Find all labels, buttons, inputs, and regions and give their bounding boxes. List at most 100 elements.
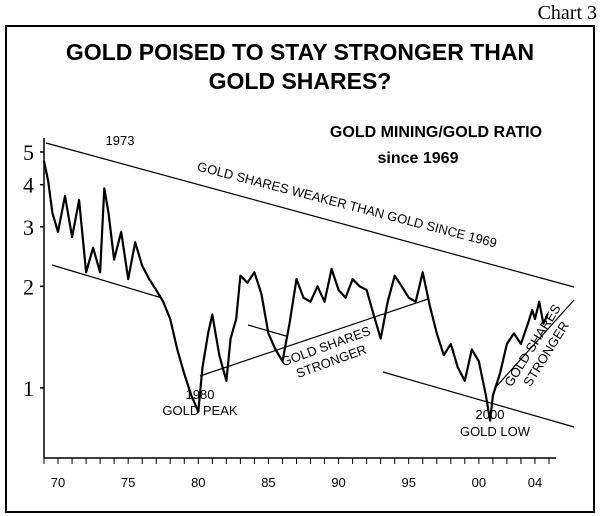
chart-subtitle-line-2: since 1969 (378, 150, 459, 167)
data-point (485, 394, 487, 397)
data-point (323, 300, 326, 303)
data-point (365, 289, 368, 291)
chart-title-line-2: GOLD SHARES? (209, 68, 392, 94)
data-point (400, 285, 403, 288)
data-point (162, 300, 165, 303)
data-point (281, 360, 284, 363)
trend-line-lower-left (51, 264, 163, 299)
annotation-1973: 1973 (106, 133, 135, 148)
y-tick-label: 1 (23, 376, 34, 401)
series-line (42, 160, 549, 422)
data-point (148, 278, 151, 280)
annotation-1980-label: GOLD PEAK (162, 403, 237, 418)
x-tick-label: 80 (191, 475, 205, 490)
chart-label: Chart 3 (538, 2, 597, 24)
data-point (538, 300, 541, 303)
annotation-2000-year: 2000 (476, 407, 505, 422)
x-tick-label: 00 (472, 475, 486, 490)
data-point (477, 360, 480, 363)
data-point (386, 300, 389, 303)
data-point (489, 419, 491, 422)
data-point (51, 212, 54, 214)
chart-title-line-1: GOLD POISED TO STAY STRONGER THAN (66, 39, 534, 65)
data-point (127, 278, 130, 280)
chart-subtitle-line-1: GOLD MINING/GOLD RATIO (330, 124, 542, 141)
trend-line-stronger-2 (494, 299, 575, 389)
data-point (197, 410, 200, 413)
x-tick-label: 75 (121, 475, 135, 490)
data-point (253, 271, 256, 274)
trend-lines (45, 142, 575, 428)
y-tick-label: 4 (23, 173, 34, 198)
y-tick-label: 3 (23, 215, 34, 240)
data-point (337, 289, 340, 291)
data-point (57, 230, 59, 233)
data-point (499, 373, 501, 375)
trend-line-stronger-1 (199, 298, 429, 377)
data-point (267, 332, 270, 335)
data-point (407, 296, 410, 299)
x-tick-label: 85 (261, 475, 275, 490)
annotation-2000-label: GOLD LOW (460, 424, 531, 439)
data-point (225, 379, 228, 382)
data-point (85, 271, 87, 274)
data-point (542, 322, 545, 325)
data-point (107, 212, 110, 214)
chart-frame (5, 25, 595, 513)
data-point (43, 160, 45, 162)
data-point (99, 271, 101, 274)
data-point (546, 313, 549, 316)
data-point (463, 379, 466, 382)
trend-line-lower-right (382, 371, 575, 428)
data-point (235, 318, 238, 320)
data-point (449, 343, 452, 345)
data-point (513, 332, 515, 335)
series-layer (42, 160, 549, 422)
data-point (421, 271, 424, 274)
data-point (183, 373, 186, 375)
data-point (358, 285, 361, 288)
trend-line-weaker-upper (45, 142, 575, 288)
data-point (229, 337, 232, 340)
data-point (470, 348, 473, 351)
data-point (302, 296, 305, 299)
data-point (295, 278, 298, 280)
data-point (442, 354, 445, 357)
data-point (71, 236, 73, 238)
data-point (218, 354, 221, 357)
data-point (103, 187, 106, 190)
data-point (113, 258, 115, 261)
x-tick-label: 95 (401, 475, 415, 490)
x-tick-label: 70 (51, 475, 65, 490)
x-tick-label: 04 (528, 475, 542, 490)
data-point (134, 241, 137, 244)
data-point (527, 322, 529, 325)
data-point (201, 366, 204, 369)
data-point (379, 337, 382, 340)
data-point (309, 300, 312, 303)
data-point (239, 274, 242, 277)
data-point (506, 343, 508, 345)
data-point (456, 366, 459, 369)
data-point (288, 322, 291, 325)
data-point (207, 332, 210, 335)
data-point (492, 394, 494, 397)
data-point (190, 394, 193, 397)
data-point (414, 300, 417, 303)
data-point (428, 305, 431, 307)
data-point (211, 313, 214, 316)
data-point (155, 289, 158, 291)
data-point (78, 199, 80, 202)
data-point (531, 309, 534, 311)
data-point (169, 318, 172, 320)
data-point (47, 180, 50, 183)
data-point (393, 274, 396, 277)
data-point (435, 332, 438, 335)
data-point (92, 246, 94, 249)
data-point (351, 278, 354, 280)
y-tick-label: 2 (23, 274, 34, 299)
data-point (120, 230, 123, 233)
data-point (246, 281, 249, 284)
data-point (372, 313, 375, 316)
